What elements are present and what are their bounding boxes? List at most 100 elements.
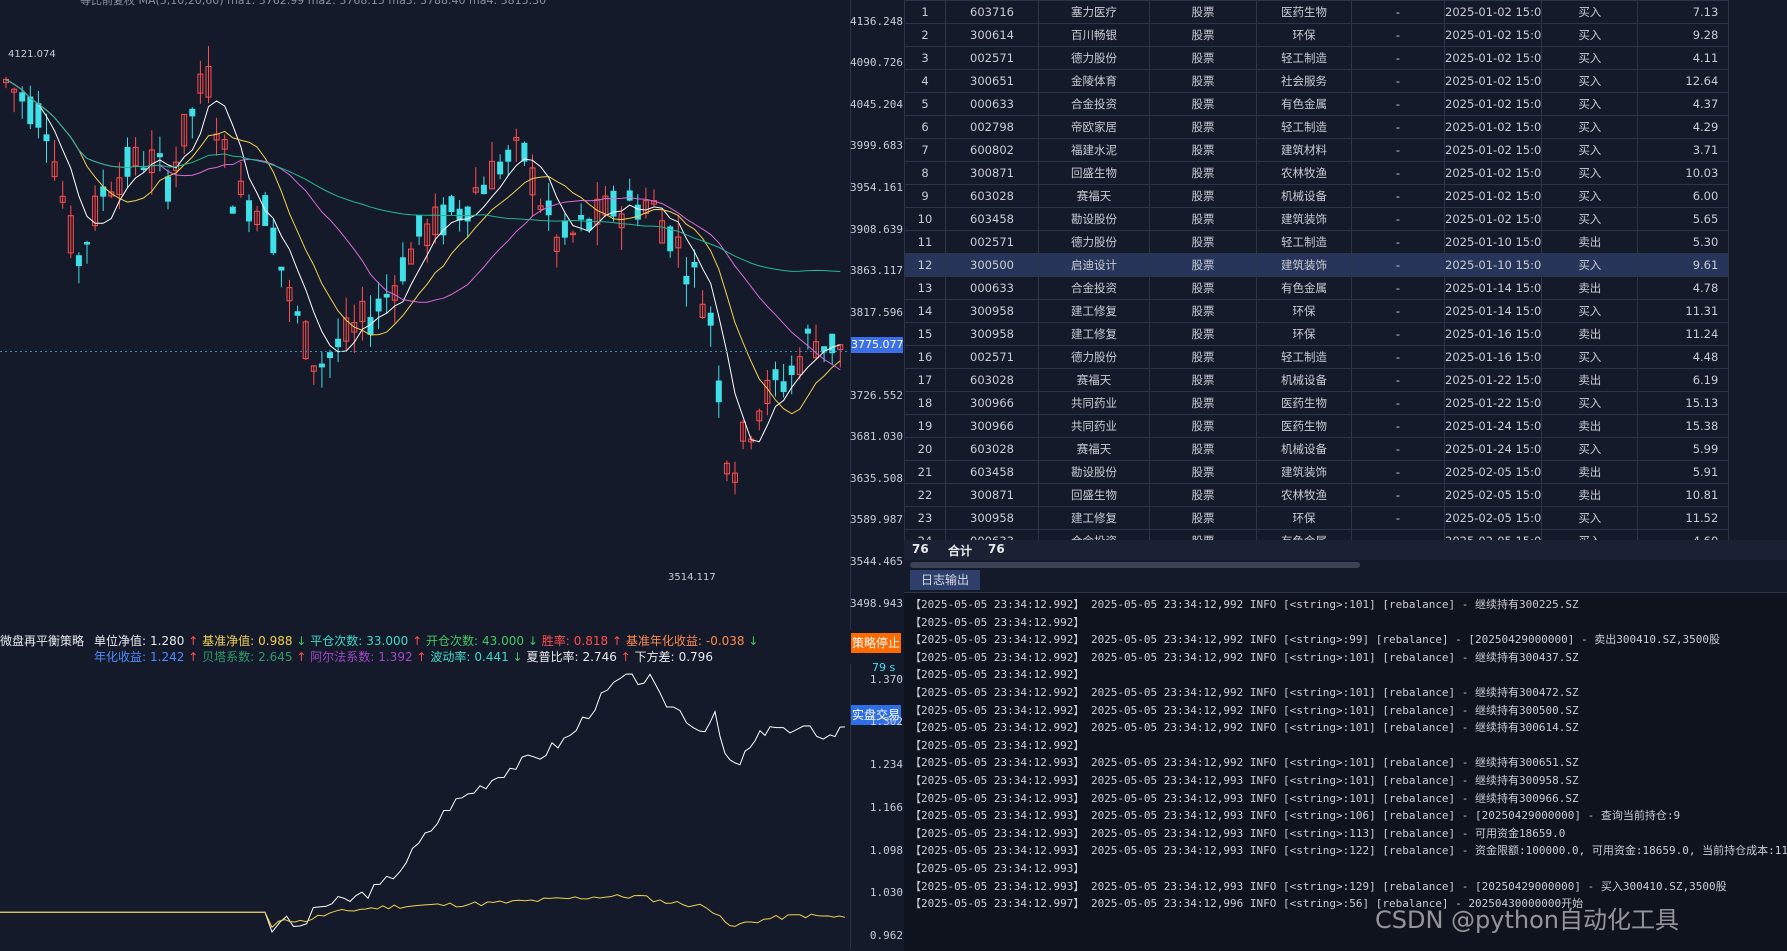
table-cell: 4.48 (1637, 345, 1730, 369)
stat-value: 33.000 (366, 634, 409, 648)
table-cell: 股票 (1149, 69, 1257, 93)
log-line: 【2025-05-05 23:34:12.993】 2025-05-05 23:… (910, 826, 1566, 840)
table-row[interactable]: 1 603716 塞力医疗 股票 医药生物 -2025-01-02 15:0 买入 7.13 (904, 0, 1730, 24)
table-row[interactable]: 19 300966 共同药业 股票 医药生物 -2025-01-24 15:0 卖出 15.3… (904, 414, 1730, 438)
table-cell: 医药生物 (1256, 391, 1352, 415)
candle (764, 369, 771, 416)
candle (602, 186, 609, 217)
table-cell: 2025-01-22 15:0 (1443, 368, 1543, 392)
table-cell: - (1351, 368, 1445, 392)
table-cell: 2025-02-05 15:0 (1443, 506, 1543, 530)
table-cell: 7.13 (1637, 0, 1730, 24)
table-cell: 2025-01-02 15:0 (1443, 0, 1543, 24)
table-cell: 买入 (1541, 437, 1639, 461)
stat-value: 1.242 (150, 650, 185, 664)
table-cell: 买入 (1541, 253, 1639, 277)
arrow-down-icon: ↓ (524, 634, 538, 648)
candle (772, 361, 779, 397)
table-cell: 002571 (945, 230, 1039, 254)
log-output-tab[interactable]: 日志输出 (910, 570, 980, 590)
table-row[interactable]: 2 300614 百川畅银 股票 环保 -2025-01-02 15:0 买入 9.28 (904, 23, 1730, 47)
table-row[interactable]: 12 300500 启迪设计 股票 建筑装饰 -2025-01-10 15:0 买入 9.61 (904, 253, 1730, 277)
table-cell: 20 (904, 437, 946, 461)
table-row[interactable]: 8 300871 回盛生物 股票 农林牧渔 -2025-01-02 15:0 买入 10.03 (904, 161, 1730, 185)
table-cell: 股票 (1149, 115, 1257, 139)
table-row[interactable]: 15 300958 建工修复 股票 环保 -2025-01-16 15:0 卖出 11.24 (904, 322, 1730, 346)
table-row[interactable]: 22 300871 回盛生物 股票 农林牧渔 -2025-02-05 15:0 卖出 10.8… (904, 483, 1730, 507)
nav-tick: 1.030 (869, 886, 903, 900)
table-cell: 建筑装饰 (1256, 253, 1352, 277)
price-tick: 3681.030 (850, 430, 903, 444)
stat-value: 0.796 (678, 650, 713, 664)
candle (440, 197, 447, 245)
table-cell: - (1351, 253, 1445, 277)
candle (586, 217, 593, 233)
table-cell: 2025-01-02 15:0 (1443, 184, 1543, 208)
arrow-up-icon: ↑ (184, 650, 199, 664)
table-cell: 5.99 (1637, 437, 1730, 461)
ma4-line (5, 78, 841, 272)
live-trade-button[interactable]: 实盘交易 (851, 705, 901, 725)
candle (92, 185, 99, 232)
table-cell: 环保 (1256, 23, 1352, 47)
price-tick: 4136.248 (850, 14, 903, 28)
table-row[interactable]: 4 300651 金陵体育 股票 社会服务 -2025-01-02 15:0 买入 12.64 (904, 69, 1730, 93)
table-cell: 000633 (945, 276, 1039, 300)
ma2-line (5, 78, 841, 415)
table-cell: 卖出 (1541, 276, 1639, 300)
table-cell: 2025-02-05 15:0 (1443, 460, 1543, 484)
candle (108, 181, 115, 199)
stat-label: 基准净值: (202, 634, 255, 648)
table-row[interactable]: 11 002571 德力股份 股票 轻工制造 -2025-01-10 15:0 卖出 5.30 (904, 230, 1730, 254)
candle (197, 60, 204, 104)
stat-label: 阿尔法系数: (310, 650, 375, 664)
table-row[interactable]: 20 603028 赛福天 股票 机械设备 -2025-01-24 15:0 买入 5.99 (904, 437, 1730, 461)
stat-value: 1.280 (150, 634, 185, 648)
table-row[interactable]: 21 603458 勘设股份 股票 建筑装饰 -2025-02-05 15:0 卖出 5.91 (904, 460, 1730, 484)
candle (594, 182, 601, 246)
table-cell: 卖出 (1541, 230, 1639, 254)
table-row[interactable]: 7 600802 福建水泥 股票 建筑材料 -2025-01-02 15:0 买入 3.71 (904, 138, 1730, 162)
table-row[interactable]: 17 603028 赛福天 股票 机械设备 -2025-01-22 15:0 卖出 6.19 (904, 368, 1730, 392)
table-cell: 买入 (1541, 345, 1639, 369)
candle (19, 86, 26, 119)
candle (472, 167, 479, 195)
candle (513, 128, 520, 162)
arrow-up-icon: ↑ (292, 650, 307, 664)
table-row[interactable]: 10 603458 勘设股份 股票 建筑装饰 -2025-01-02 15:0 买入 5.65 (904, 207, 1730, 231)
candle (237, 161, 244, 198)
trade-table[interactable]: 1 603716 塞力医疗 股票 医药生物 -2025-01-02 15:0 买入 7.13 2… (904, 0, 1787, 553)
table-row[interactable]: 9 603028 赛福天 股票 机械设备 -2025-01-02 15:0 买入 6.00 (904, 184, 1730, 208)
table-row[interactable]: 18 300966 共同药业 股票 医药生物 -2025-01-22 15:0 买入 15.1… (904, 391, 1730, 415)
candle (740, 420, 747, 450)
candle (3, 76, 9, 89)
table-row[interactable]: 14 300958 建工修复 股票 环保 -2025-01-14 15:0 买入 11.31 (904, 299, 1730, 323)
net-value-chart[interactable] (0, 664, 850, 950)
table-row[interactable]: 5 000633 合金投资 股票 有色金属 -2025-01-02 15:0 买入 4.37 (904, 92, 1730, 116)
table-cell: 1 (904, 0, 946, 24)
table-cell: 2025-01-16 15:0 (1443, 322, 1543, 346)
table-cell: 买入 (1541, 161, 1639, 185)
candlestick-chart[interactable]: 等比前复权 MA(5,10,20,60) ma1: 3762.99 ma2: 3… (0, 0, 850, 630)
total-value: 76 (988, 542, 1005, 556)
price-tick: 3908.639 (850, 222, 903, 236)
table-row[interactable]: 6 002798 帝欧家居 股票 轻工制造 -2025-01-02 15:0 买入 4.29 (904, 115, 1730, 139)
candle (351, 304, 358, 353)
table-row[interactable]: 23 300958 建工修复 股票 环保 -2025-02-05 15:0 买入 11.52 (904, 506, 1730, 530)
table-row[interactable]: 16 002571 德力股份 股票 轻工制造 -2025-01-16 15:0 买入 4.48 (904, 345, 1730, 369)
log-output[interactable]: 【2025-05-05 23:34:12.992】 2025-05-05 23:… (904, 592, 1787, 951)
table-row[interactable]: 3 002571 德力股份 股票 轻工制造 -2025-01-02 15:0 买入 4.11 (904, 46, 1730, 70)
table-row[interactable]: 13 000633 合金投资 股票 有色金属 -2025-01-14 15:0 卖出 4.78 (904, 276, 1730, 300)
low-price-label: 3514.117 (668, 572, 716, 583)
log-line: 【2025-05-05 23:34:12.993】 2025-05-05 23:… (910, 756, 1579, 770)
table-cell: - (1351, 0, 1445, 24)
table-cell: 5 (904, 92, 946, 116)
table-cell: 2025-01-16 15:0 (1443, 345, 1543, 369)
strategy-stop-button[interactable]: 策略停止 (851, 633, 901, 653)
table-cell: 8 (904, 161, 946, 185)
table-horizontal-scrollbar[interactable] (910, 562, 1360, 568)
stat-value: 43.000 (482, 634, 525, 648)
table-cell: - (1351, 437, 1445, 461)
table-cell: 600802 (945, 138, 1039, 162)
table-cell: 7 (904, 138, 946, 162)
